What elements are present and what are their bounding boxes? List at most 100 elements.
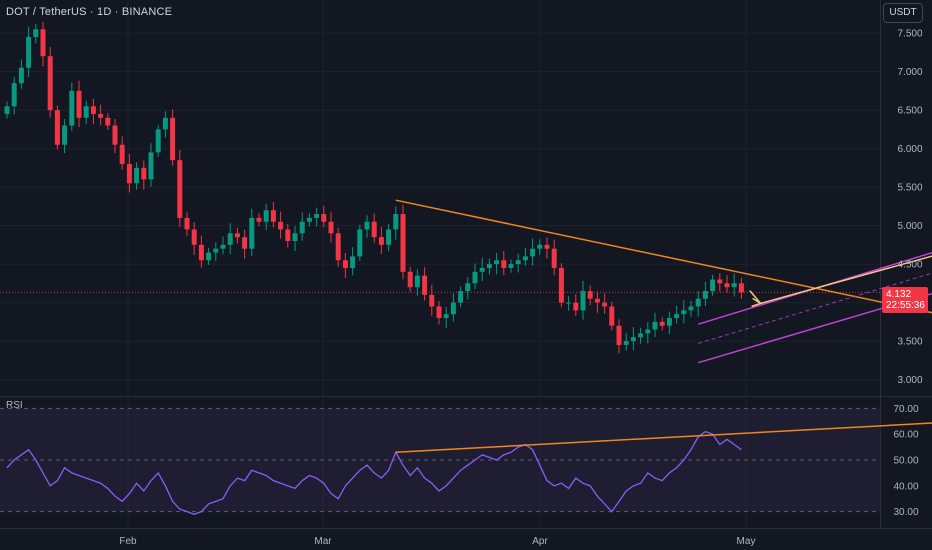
candle-body: [18, 67, 24, 84]
candle-body: [83, 106, 89, 118]
candle-body: [177, 160, 183, 218]
candle-body: [198, 244, 204, 261]
pullback-arrow: [749, 290, 762, 304]
candle-body: [530, 248, 536, 257]
candle-body: [422, 275, 428, 295]
candle-body: [278, 221, 284, 230]
rsi-line: [6, 430, 742, 515]
candle-body: [587, 291, 593, 299]
candle-body: [666, 318, 672, 326]
candle-body: [357, 229, 363, 257]
candle-body: [515, 260, 521, 265]
candle-body: [306, 217, 312, 222]
candle-body: [364, 221, 370, 230]
candle-body: [522, 256, 528, 261]
candle-body: [472, 271, 478, 284]
candle-body: [436, 306, 442, 318]
candle-body: [717, 279, 723, 284]
currency-button[interactable]: USDT: [883, 3, 923, 23]
candle-body: [234, 233, 240, 238]
candle-body: [429, 294, 435, 307]
candle-body: [630, 337, 636, 342]
candle-body: [623, 341, 629, 345]
candle-body: [688, 306, 694, 311]
rsi-tick-label: 60.00: [893, 430, 918, 441]
candle-body: [62, 125, 68, 145]
time-tick-label: Feb: [119, 536, 137, 547]
rsi-tick-label: 50.00: [893, 456, 918, 467]
candle-body: [602, 302, 608, 307]
time-tick-label: Mar: [314, 536, 332, 547]
candle-body: [47, 56, 53, 111]
candle-body: [328, 221, 334, 234]
candle-body: [40, 29, 46, 57]
price-tick-label: 4.500: [897, 260, 922, 271]
candle-body: [126, 164, 132, 184]
candle-body: [263, 210, 269, 222]
candle-body: [551, 248, 557, 268]
candle-body: [292, 233, 298, 241]
candle-body: [501, 260, 507, 268]
drawings: [395, 199, 932, 364]
candle-body: [249, 217, 255, 249]
candle-body: [54, 110, 60, 145]
price-tick-label: 3.000: [897, 375, 922, 386]
candle-body: [242, 237, 248, 249]
candles: [4, 21, 744, 354]
price-tick-label: 7.000: [897, 67, 922, 78]
rsi-label[interactable]: RSI: [6, 400, 23, 411]
candle-body: [227, 233, 233, 245]
candle-body: [695, 298, 701, 307]
candle-body: [4, 106, 10, 114]
candle-body: [69, 90, 75, 126]
last-price-value: 4.132: [886, 289, 912, 300]
candle-body: [458, 291, 464, 303]
rsi-tick-label: 70.00: [893, 404, 918, 415]
price-tick-label: 7.500: [897, 29, 922, 40]
candle-body: [407, 271, 413, 288]
candle-body: [162, 117, 168, 130]
symbol-title[interactable]: DOT / TetherUS · 1D · BINANCE: [6, 6, 173, 18]
candle-body: [386, 229, 392, 245]
time-tick-label: Apr: [532, 536, 548, 547]
candle-body: [206, 252, 212, 261]
candle-body: [314, 214, 320, 218]
candle-body: [450, 302, 456, 315]
candle-body: [213, 248, 219, 253]
candle-body: [544, 244, 550, 249]
candle-body: [141, 167, 147, 180]
rsi-pane: [0, 407, 932, 515]
candle-body: [710, 279, 716, 292]
time-tick-label: May: [737, 536, 756, 547]
candle-body: [170, 117, 176, 161]
candle-body: [33, 29, 39, 37]
candle-body: [537, 244, 543, 249]
candle-body: [414, 275, 420, 288]
candle-body: [90, 106, 96, 114]
candle-body: [609, 306, 615, 326]
bar-countdown: 22:55:36: [886, 300, 925, 311]
candle-body: [674, 314, 680, 318]
candle-body: [659, 321, 665, 326]
rsi-tick-label: 30.00: [893, 507, 918, 518]
candle-body: [285, 229, 291, 241]
rsi-trendline: [395, 422, 932, 453]
descending-trendline: [395, 199, 932, 314]
candle-body: [299, 221, 305, 234]
price-tick-label: 6.000: [897, 144, 922, 155]
candle-body: [580, 291, 586, 311]
candle-body: [393, 214, 399, 230]
pullback-arrow-head: [751, 297, 763, 308]
candle-body: [26, 36, 32, 68]
candle-body: [638, 333, 644, 338]
candle-body: [479, 267, 485, 272]
candle-body: [681, 310, 687, 315]
candle-body: [645, 329, 651, 334]
candle-body: [371, 221, 377, 238]
breakout-arrow: [760, 255, 932, 305]
candle-body: [119, 144, 125, 164]
candle-body: [256, 217, 262, 222]
channel-upper-line: [697, 251, 932, 325]
candle-body: [443, 314, 449, 318]
